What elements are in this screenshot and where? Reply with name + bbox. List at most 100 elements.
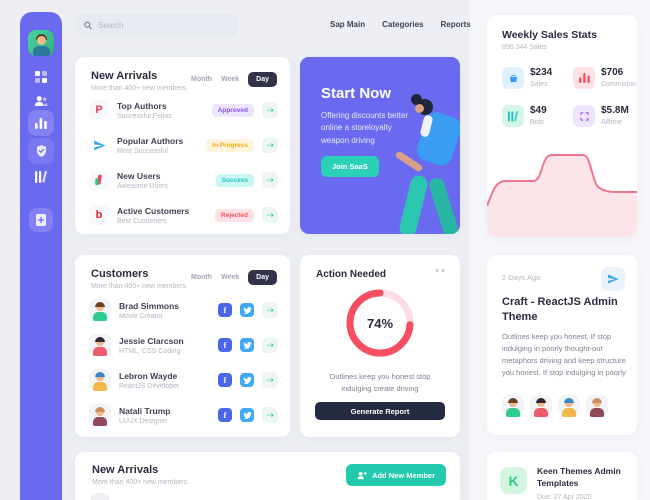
customer-row: Brad Simmons Movie Creator f ⇢ xyxy=(89,297,278,323)
list-item: Popular Authors Most Successful In Progr… xyxy=(89,132,278,158)
library-icon[interactable] xyxy=(28,164,54,190)
item-subtitle: Most Successful xyxy=(117,147,168,155)
nav-sap-main[interactable]: Sap Main xyxy=(330,20,366,29)
more-dots-icon[interactable]: •• xyxy=(435,265,447,277)
customer-role: UI/UX Designer xyxy=(119,417,168,425)
new-arrivals-card: New Arrivals More than 400+ new members … xyxy=(75,57,290,234)
item-subtitle: Best Customers xyxy=(117,217,167,225)
donut-percent-label: 74% xyxy=(366,315,394,331)
facebook-icon[interactable]: f xyxy=(218,303,232,317)
bids-bars-icon xyxy=(502,105,524,127)
status-badge: Rejected xyxy=(214,208,254,222)
search-bar xyxy=(75,14,239,36)
item-title: Top Authors xyxy=(117,100,167,111)
project-title: Keen Themes Admin Templates xyxy=(537,466,621,489)
twitter-icon[interactable] xyxy=(240,338,254,352)
stat-label: Sales xyxy=(530,81,548,88)
item-arrow-button[interactable]: ⇢ xyxy=(262,207,278,223)
list-item: New Users Awesome Users Success ⇢ xyxy=(89,167,278,193)
customer-role: HTML, CSS Coding xyxy=(119,347,181,355)
nav-categories[interactable]: Categories xyxy=(382,20,424,29)
item-arrow-button[interactable]: ⇢ xyxy=(262,337,278,353)
item-arrow-button[interactable]: ⇢ xyxy=(262,172,278,188)
customer-name: Jessie Clarcson xyxy=(119,335,184,346)
stat-alltime: $5.8M Alltime xyxy=(573,105,629,127)
facebook-icon[interactable]: f xyxy=(218,373,232,387)
customer-row: Jessie Clarcson HTML, CSS Coding f ⇢ xyxy=(89,332,278,358)
promo-description: Offering discounts better online a store… xyxy=(321,111,409,145)
bar-chart-icon[interactable] xyxy=(28,110,54,136)
users-icon[interactable] xyxy=(28,88,54,114)
item-arrow-button[interactable]: ⇢ xyxy=(262,102,278,118)
twitter-icon[interactable] xyxy=(240,303,254,317)
period-tabs: Month Week Day xyxy=(191,270,277,285)
item-arrow-button[interactable]: ⇢ xyxy=(262,372,278,388)
customer-row: Lebron Wayde ReactJS Developer f ⇢ xyxy=(89,367,278,393)
project-due-date: Due: 27 Apr 2020 xyxy=(537,494,592,500)
avatar xyxy=(558,395,580,417)
status-badge: Approved xyxy=(211,103,254,117)
customer-row: Natali Trump UI/UX Designer f ⇢ xyxy=(89,402,278,428)
generate-report-button[interactable]: Generate Report xyxy=(315,402,445,420)
stat-value: $234 xyxy=(530,67,553,78)
dashboard-grid-icon[interactable] xyxy=(28,64,54,90)
add-new-member-button[interactable]: Add New Member xyxy=(346,464,446,486)
customer-avatar xyxy=(89,369,111,391)
item-subtitle: Successful Fellas xyxy=(117,112,172,120)
list-item: b Active Customers Best Customers Reject… xyxy=(89,202,278,228)
project-card: K Keen Themes Admin Templates Due: 27 Ap… xyxy=(487,452,637,500)
item-title: Popular Authors xyxy=(117,135,184,146)
chart-bars-icon xyxy=(573,67,595,89)
stat-bids: $49 Bids xyxy=(502,105,547,127)
nav-reports[interactable]: Reports xyxy=(440,20,471,29)
figma-mark-icon xyxy=(89,170,109,190)
customer-avatar xyxy=(89,404,111,426)
tab-week[interactable]: Week xyxy=(220,274,240,281)
avatar xyxy=(530,395,552,417)
facebook-icon[interactable]: f xyxy=(218,338,232,352)
tab-month[interactable]: Month xyxy=(190,274,212,281)
list-item: P Top Authors Successful Fellas Approved… xyxy=(89,97,278,123)
search-input[interactable] xyxy=(98,20,230,30)
tab-week[interactable]: Week xyxy=(220,76,240,83)
user-avatar[interactable] xyxy=(28,30,54,56)
item-title: New Users xyxy=(117,170,161,181)
twitter-icon[interactable] xyxy=(240,373,254,387)
progress-donut: 74% xyxy=(342,285,418,361)
tab-day[interactable]: Day xyxy=(248,72,277,87)
stat-label: Alltime xyxy=(601,119,623,126)
customer-avatar xyxy=(89,334,111,356)
item-arrow-button[interactable]: ⇢ xyxy=(262,407,278,423)
twitter-icon[interactable] xyxy=(240,408,254,422)
status-badge: In Progress xyxy=(206,138,254,152)
activity-card: 2 Days Ago Craft - ReactJS Admin Theme O… xyxy=(487,255,637,435)
card-subtitle: More than 400+ new members xyxy=(92,479,188,486)
sales-area-chart xyxy=(487,154,637,237)
card-subtitle: More than 400+ new members xyxy=(91,85,187,92)
card-title: Customers xyxy=(91,268,149,280)
promo-title: Start Now xyxy=(321,85,392,102)
stat-label: Bids xyxy=(530,119,544,126)
status-badge: Success xyxy=(215,173,254,187)
item-title: Active Customers xyxy=(117,205,190,216)
item-arrow-button[interactable]: ⇢ xyxy=(262,137,278,153)
item-arrow-button[interactable]: ⇢ xyxy=(262,302,278,318)
stat-value: $49 xyxy=(530,105,547,116)
stat-commission: $706 Commision xyxy=(573,67,636,89)
stat-label: Commision xyxy=(601,81,637,88)
shield-check-icon[interactable] xyxy=(28,138,54,164)
facebook-icon[interactable]: f xyxy=(218,408,232,422)
customer-name: Brad Simmons xyxy=(119,300,179,311)
basket-icon xyxy=(502,67,524,89)
crop-frame-icon xyxy=(573,105,595,127)
search-icon xyxy=(84,21,92,29)
tab-month[interactable]: Month xyxy=(190,76,212,83)
item-subtitle: Awesome Users xyxy=(117,182,168,190)
add-document-icon[interactable] xyxy=(29,208,53,232)
activity-avatars xyxy=(502,395,608,417)
action-needed-card: Action Needed •• 74% Outlines keep you h… xyxy=(300,255,460,437)
tab-day[interactable]: Day xyxy=(248,270,277,285)
send-plane-icon[interactable] xyxy=(601,267,625,291)
join-saas-button[interactable]: Join SaaS xyxy=(321,156,379,177)
